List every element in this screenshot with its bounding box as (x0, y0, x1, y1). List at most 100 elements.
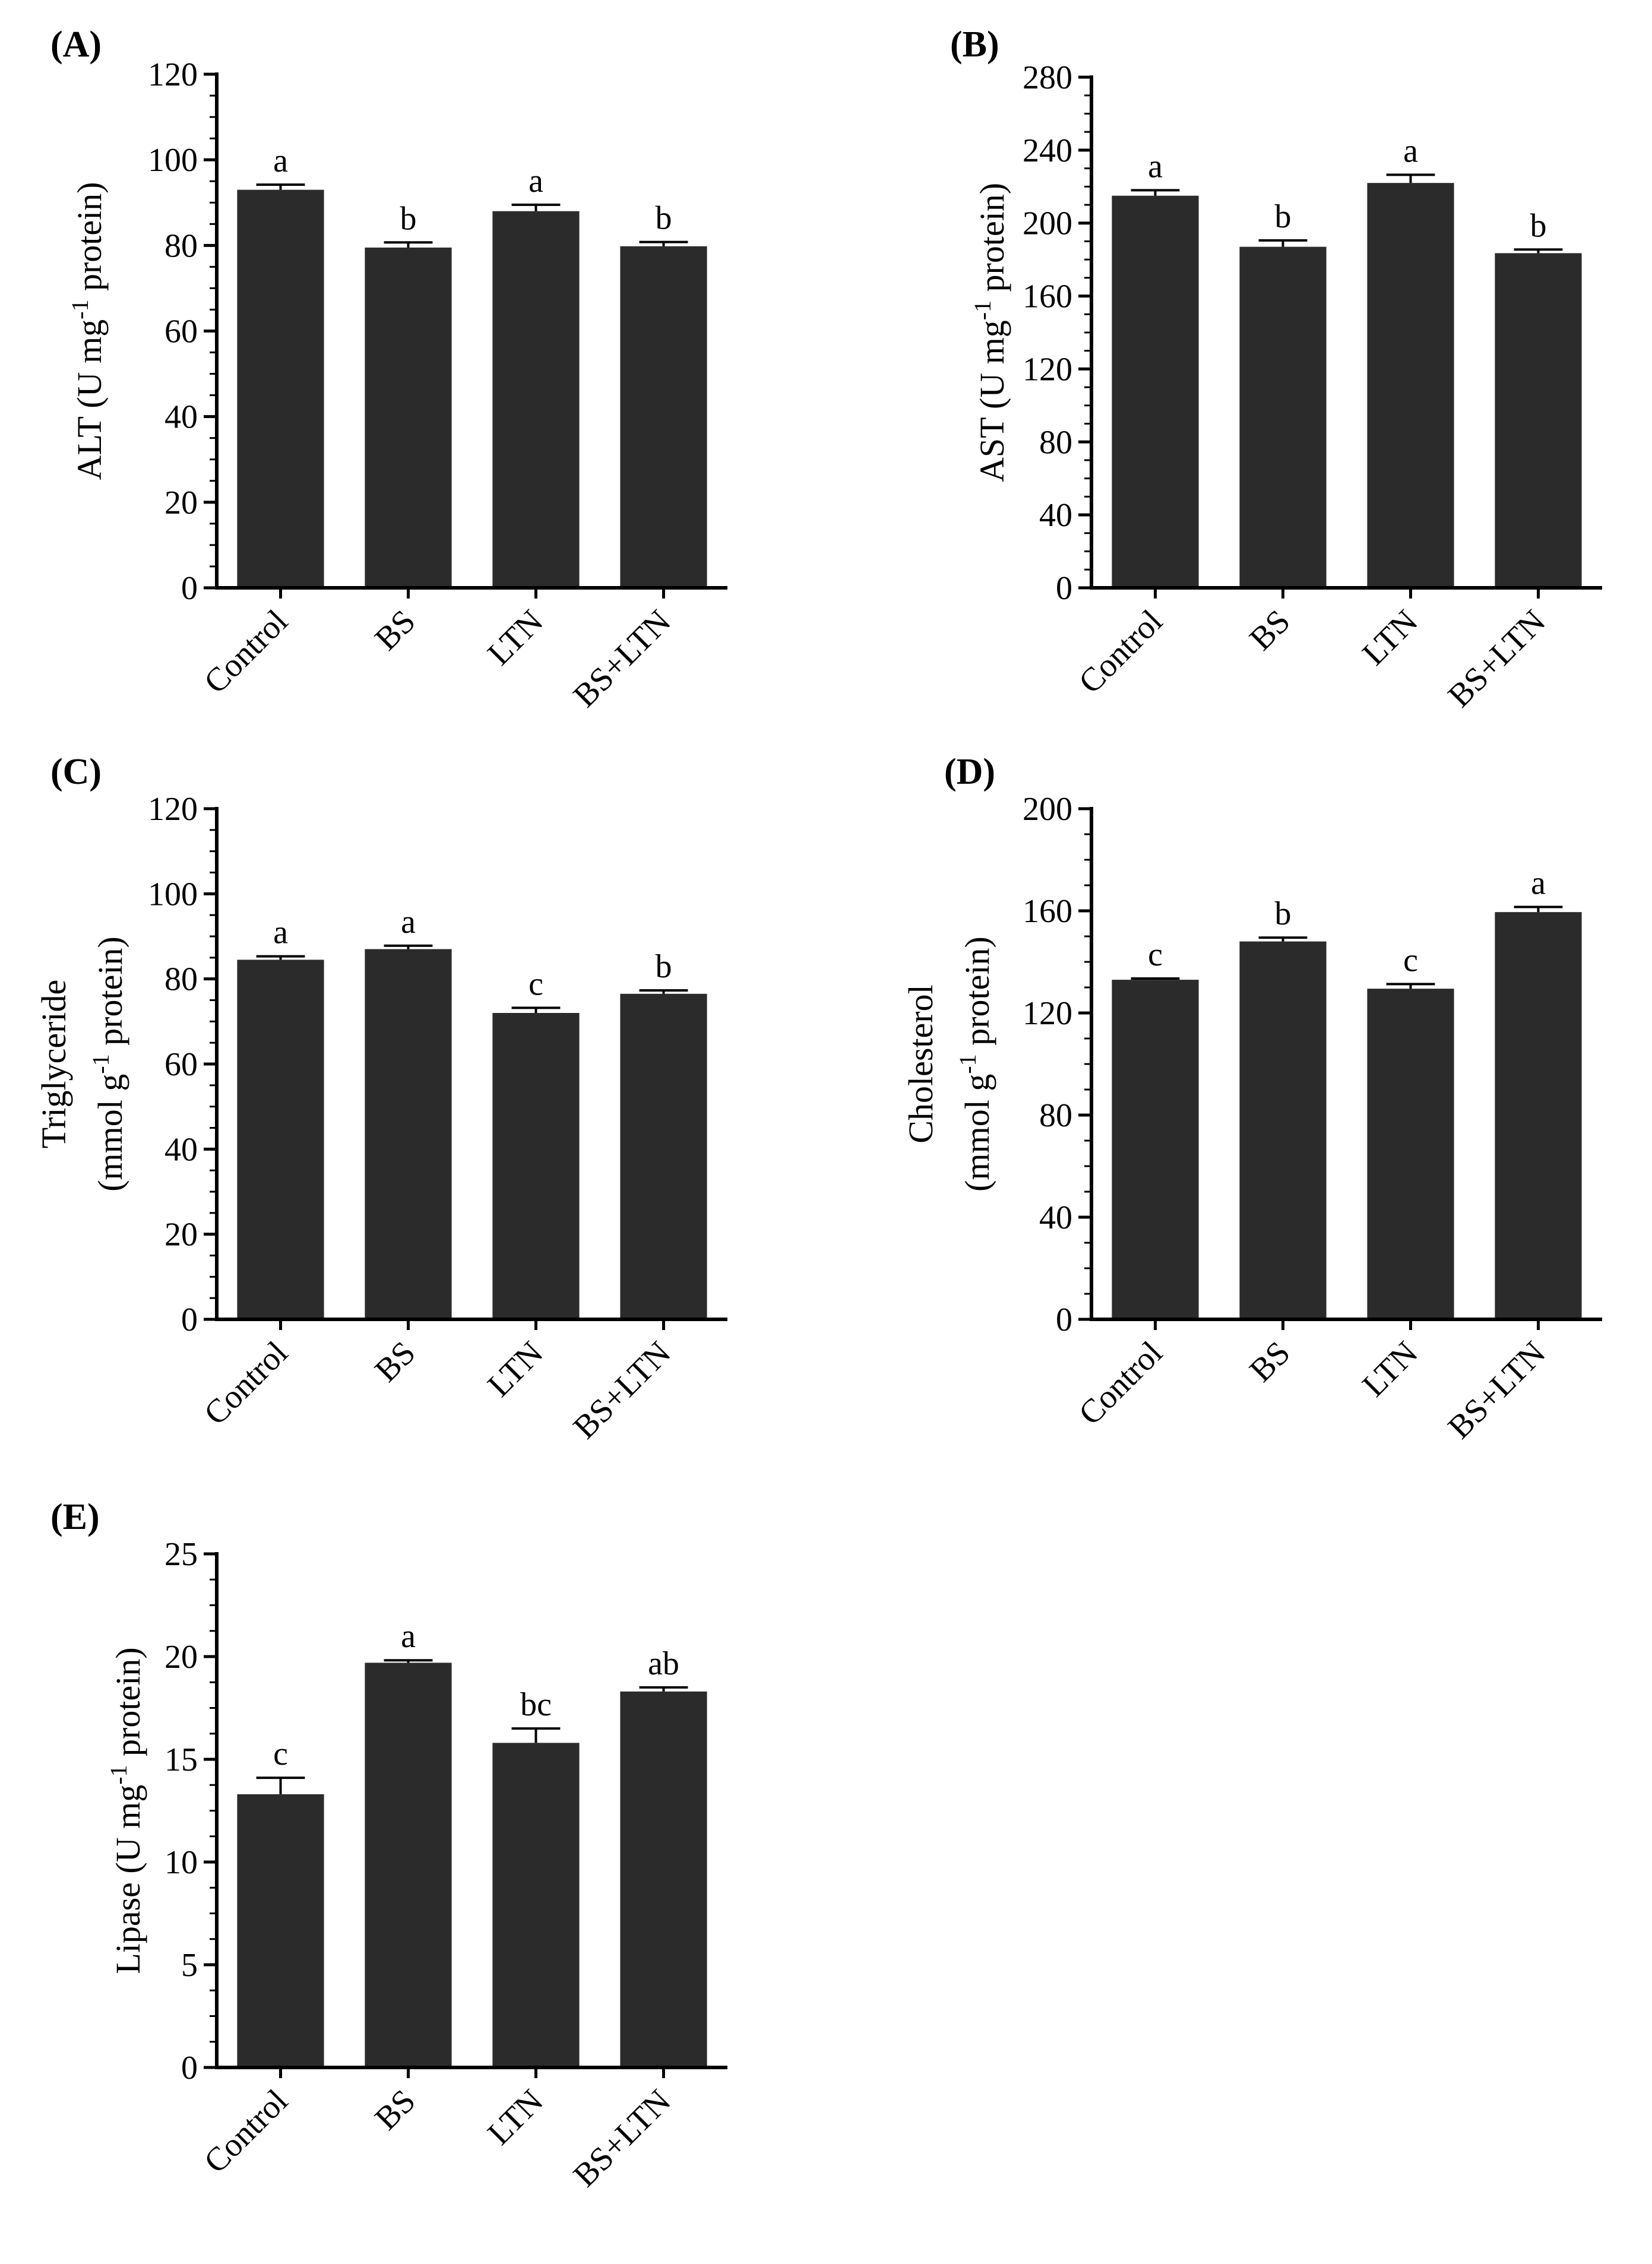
y-axis-label: (mmol g-1 protein) (954, 936, 996, 1192)
y-tick-label: 40 (1039, 1199, 1072, 1236)
bar (1112, 980, 1199, 1319)
panel-label: (C) (50, 752, 102, 792)
bar (1367, 183, 1454, 588)
y-axis-label-superscript: -1 (969, 300, 996, 320)
bar (365, 247, 452, 588)
y-tick-label: 40 (1039, 497, 1072, 534)
category-label: BS (1242, 603, 1297, 657)
y-tick-label: 80 (164, 961, 198, 998)
significance-label: c (1403, 942, 1418, 979)
y-tick-label: 240 (1023, 132, 1072, 169)
category-label: Control (1072, 1334, 1170, 1432)
y-axis-label: ALT (U mg-1 protein) (67, 182, 109, 480)
bar (365, 1663, 452, 2067)
y-tick-label: 120 (148, 56, 198, 93)
category-label: BS+LTN (567, 2082, 678, 2194)
y-tick-label: 20 (164, 485, 198, 521)
y-axis-label-unit: protein) (958, 936, 996, 1054)
bar (1112, 195, 1199, 588)
y-axis-label-main: AST (U mg (973, 320, 1011, 482)
significance-label: a (528, 163, 543, 200)
panel-label: (E) (50, 1497, 100, 1537)
category-label: BS (1242, 1334, 1297, 1389)
category-label: BS (368, 1334, 422, 1389)
bar (620, 1691, 707, 2067)
y-tick-label: 120 (148, 791, 198, 828)
significance-label: c (1148, 936, 1163, 973)
significance-label: b (400, 200, 417, 237)
y-tick-label: 80 (1039, 1097, 1072, 1134)
category-label: BS+LTN (1441, 1334, 1553, 1446)
y-tick-label: 100 (148, 876, 198, 913)
category-label: BS+LTN (1441, 603, 1553, 714)
y-axis-label-main: (mmol g (958, 1074, 996, 1192)
chart-panel-c: (C) a Control a BS c LTN b BS+LTN 0 20 40 60 80 100 120… (34, 752, 727, 1446)
y-axis-label-unit: protein) (91, 936, 129, 1054)
y-tick-label: 160 (1023, 893, 1072, 930)
category-label: LTN (481, 1334, 550, 1404)
significance-label: a (273, 143, 288, 179)
y-tick-label: 0 (181, 1302, 198, 1338)
significance-label: b (1275, 198, 1292, 235)
bar (365, 949, 452, 1319)
chart-panel-b: (B) a Control b BS a LTN b BS+LTN 0 40 80 120 160 200 2… (950, 24, 1602, 714)
panel-label: (A) (50, 24, 102, 65)
y-axis-label-unit: protein) (109, 1647, 147, 1765)
bar (492, 1013, 580, 1319)
y-axis-label-unit: protein) (70, 182, 109, 299)
bar (1239, 246, 1327, 588)
y-tick-label: 80 (164, 227, 198, 264)
category-label: BS (368, 603, 422, 657)
y-axis-title: Triglyceride (34, 980, 73, 1149)
y-tick-label: 120 (1023, 351, 1072, 388)
bar (492, 211, 580, 588)
y-axis-label: Lipase (U mg-1 protein) (105, 1647, 147, 1974)
y-tick-label: 0 (181, 570, 198, 607)
y-axis-label-main: Lipase (U mg (109, 1785, 147, 1974)
category-label: Control (197, 2082, 295, 2180)
chart-panel-e: (E) c Control a BS bc LTN ab BS+LTN 0 5 10 15 20 25 Lip… (50, 1497, 727, 2194)
y-tick-label: 15 (164, 1741, 198, 1778)
y-tick-label: 40 (164, 1131, 198, 1168)
significance-label: a (273, 914, 288, 951)
category-label: LTN (481, 603, 550, 672)
y-tick-label: 80 (1039, 424, 1072, 461)
panel-label: (B) (950, 24, 999, 65)
y-tick-label: 20 (164, 1217, 198, 1253)
bar (620, 246, 707, 588)
y-axis-label-superscript: -1 (67, 300, 93, 319)
y-tick-label: 0 (1056, 570, 1072, 607)
significance-label: a (1531, 865, 1546, 902)
category-label: Control (197, 603, 295, 701)
y-tick-label: 10 (164, 1844, 198, 1881)
category-label: LTN (1356, 1334, 1425, 1404)
y-tick-label: 60 (164, 314, 198, 350)
bar (492, 1743, 580, 2067)
bar (237, 1794, 324, 2067)
y-axis-label-unit: protein) (973, 183, 1011, 300)
y-tick-label: 200 (1023, 205, 1072, 242)
y-tick-label: 200 (1023, 791, 1072, 828)
significance-label: c (528, 965, 543, 1002)
bar (1239, 941, 1327, 1319)
y-tick-label: 60 (164, 1046, 198, 1083)
significance-label: b (656, 948, 672, 985)
category-label: Control (1072, 603, 1170, 701)
significance-label: a (1403, 132, 1418, 169)
y-axis-label-superscript: -1 (954, 1054, 981, 1074)
bar (1367, 989, 1454, 1319)
bar (1495, 912, 1582, 1319)
category-label: BS (368, 2082, 422, 2137)
bar (237, 960, 324, 1319)
significance-label: b (1275, 895, 1292, 932)
y-tick-label: 120 (1023, 995, 1072, 1032)
y-tick-label: 0 (1056, 1302, 1072, 1338)
y-tick-label: 25 (164, 1536, 198, 1573)
y-tick-label: 0 (181, 2050, 198, 2086)
y-axis-label-main: ALT (U mg (70, 319, 109, 480)
significance-label: a (1148, 148, 1163, 185)
category-label: BS+LTN (567, 1334, 678, 1446)
significance-label: a (401, 1618, 416, 1655)
y-tick-label: 40 (164, 399, 198, 436)
